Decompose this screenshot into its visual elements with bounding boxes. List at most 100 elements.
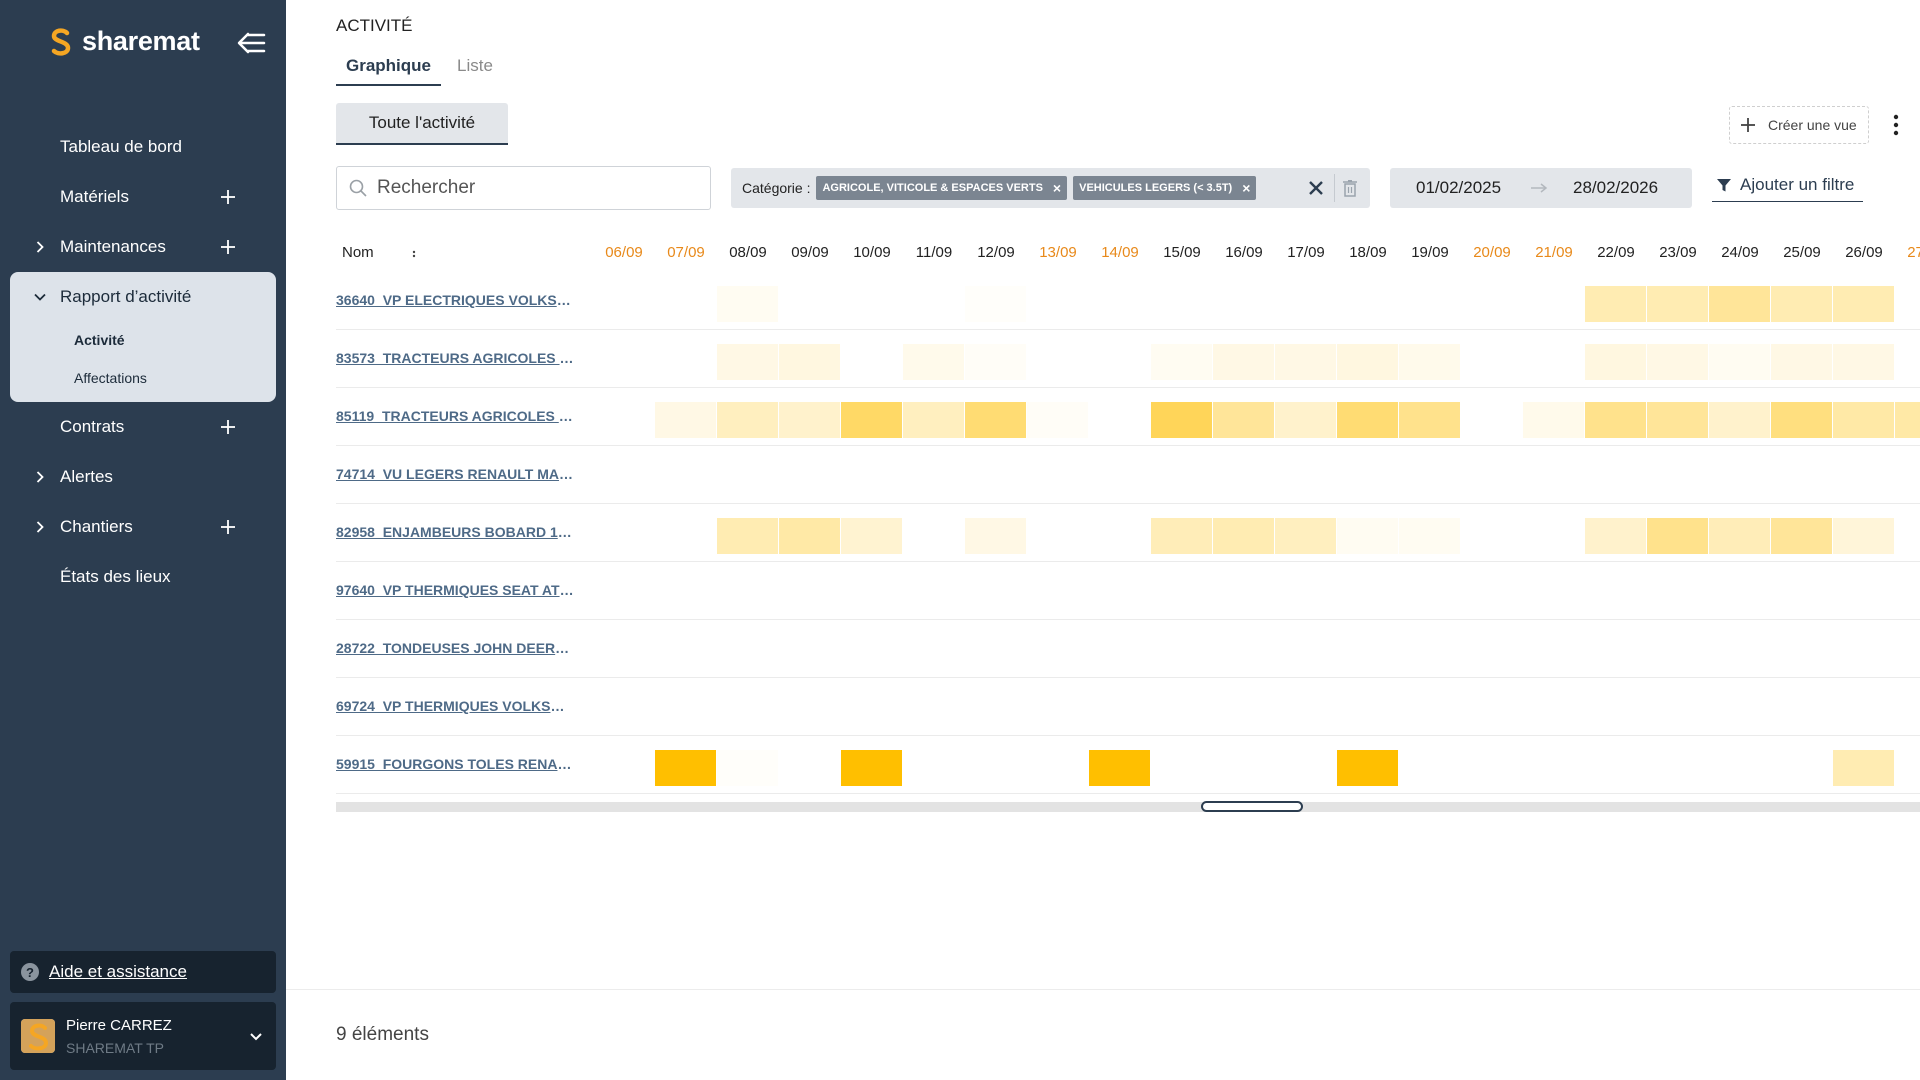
plus-icon[interactable] [219, 418, 237, 436]
sidebar-subitem-activite[interactable]: Activité [10, 322, 276, 358]
equipment-link[interactable]: 74714_VU LEGERS RENAULT MASTER [336, 466, 576, 482]
category-chip[interactable]: VEHICULES LEGERS (< 3.5T) × [1073, 176, 1257, 200]
name-column-header[interactable]: Nom [342, 244, 374, 261]
sidebar-item-tableau-de-bord[interactable]: Tableau de bord [0, 122, 286, 172]
equipment-link[interactable]: 28722_TONDEUSES JOHN DEERE X950R [336, 640, 576, 656]
activity-cell[interactable] [1151, 402, 1212, 438]
activity-cell[interactable] [1213, 402, 1274, 438]
sort-icon[interactable] [410, 248, 418, 260]
equipment-link[interactable]: 82958_ENJAMBEURS BOBARD 1200 [336, 524, 576, 540]
view-all-activity-button[interactable]: Toute l'activité [336, 103, 508, 145]
sidebar-item-chantiers[interactable]: Chantiers [0, 502, 286, 552]
sidebar-item-etats-des-lieux[interactable]: États des lieux [0, 552, 286, 602]
activity-cell[interactable] [1275, 344, 1336, 380]
activity-cell[interactable] [841, 518, 902, 554]
remove-chip-icon[interactable]: × [1242, 180, 1251, 196]
activity-cell[interactable] [965, 344, 1026, 380]
activity-cell[interactable] [1647, 286, 1708, 322]
equipment-link[interactable]: 59915_FOURGONS TOLES RENAULT TRAFIC [336, 756, 576, 772]
activity-cell[interactable] [1151, 344, 1212, 380]
trash-icon[interactable] [1342, 179, 1358, 197]
activity-cell[interactable] [903, 344, 964, 380]
sidebar-item-alertes[interactable]: Alertes [0, 452, 286, 502]
date-to[interactable]: 28/02/2026 [1573, 178, 1659, 197]
activity-cell[interactable] [1399, 518, 1460, 554]
activity-cell[interactable] [717, 344, 778, 380]
collapse-sidebar-icon[interactable] [236, 30, 266, 56]
activity-cell[interactable] [1585, 518, 1646, 554]
activity-cell[interactable] [1895, 402, 1920, 438]
sidebar-item-materiels[interactable]: Matériels [0, 172, 286, 222]
activity-cell[interactable] [655, 402, 716, 438]
activity-cell[interactable] [1337, 402, 1398, 438]
activity-cell[interactable] [1523, 402, 1584, 438]
activity-cell[interactable] [1833, 402, 1894, 438]
activity-cell[interactable] [1399, 402, 1460, 438]
horizontal-scrollbar[interactable] [336, 802, 1920, 812]
activity-cell[interactable] [1647, 518, 1708, 554]
plus-icon[interactable] [219, 238, 237, 256]
help-link[interactable]: ? Aide et assistance [10, 951, 276, 993]
sidebar-item-maintenances[interactable]: Maintenances [0, 222, 286, 272]
activity-cell[interactable] [841, 402, 902, 438]
add-filter-button[interactable]: Ajouter un filtre [1712, 168, 1863, 202]
activity-cell[interactable] [779, 402, 840, 438]
plus-icon[interactable] [219, 188, 237, 206]
sidebar-subitem-affectations[interactable]: Affectations [10, 358, 276, 398]
equipment-link[interactable]: 69724_VP THERMIQUES VOLKSWAGEN GOLF [336, 698, 576, 714]
activity-cell[interactable] [1027, 402, 1088, 438]
equipment-link[interactable]: 85119_TRACTEURS AGRICOLES NEW HOLLAND [336, 408, 576, 424]
activity-cell[interactable] [1709, 518, 1770, 554]
activity-cell[interactable] [1585, 344, 1646, 380]
activity-cell[interactable] [1337, 518, 1398, 554]
activity-cell[interactable] [1771, 286, 1832, 322]
equipment-link[interactable]: 97640_VP THERMIQUES SEAT ATECA [336, 582, 576, 598]
activity-cell[interactable] [1709, 286, 1770, 322]
date-range-picker[interactable]: 01/02/2025 28/02/2026 [1390, 168, 1692, 208]
activity-cell[interactable] [1771, 518, 1832, 554]
activity-cell[interactable] [1585, 402, 1646, 438]
remove-chip-icon[interactable]: × [1052, 180, 1062, 196]
activity-cell[interactable] [655, 750, 716, 786]
activity-cell[interactable] [717, 402, 778, 438]
activity-cell[interactable] [1585, 286, 1646, 322]
sidebar-item-rapport-activite[interactable]: Rapport d’activité [10, 272, 276, 322]
activity-cell[interactable] [1337, 750, 1398, 786]
activity-cell[interactable] [1213, 518, 1274, 554]
activity-cell[interactable] [1647, 402, 1708, 438]
activity-cell[interactable] [779, 344, 840, 380]
sharemat-logo[interactable]: sharemat [48, 26, 200, 57]
activity-cell[interactable] [1771, 344, 1832, 380]
clear-filter-icon[interactable] [1305, 177, 1327, 199]
equipment-link[interactable]: 83573_TRACTEURS AGRICOLES JOHN DEERE [336, 350, 576, 366]
activity-cell[interactable] [1833, 344, 1894, 380]
activity-cell[interactable] [965, 286, 1026, 322]
activity-cell[interactable] [1089, 750, 1150, 786]
tab-liste[interactable]: Liste [457, 56, 493, 75]
activity-cell[interactable] [779, 518, 840, 554]
activity-cell[interactable] [1337, 344, 1398, 380]
user-menu[interactable]: Pierre CARREZ SHAREMAT TP [10, 1002, 276, 1070]
activity-cell[interactable] [1647, 344, 1708, 380]
equipment-link[interactable]: 36640_VP ELECTRIQUES VOLKSWAGEN [336, 292, 576, 308]
activity-cell[interactable] [1833, 750, 1894, 786]
activity-cell[interactable] [717, 286, 778, 322]
sidebar-item-contrats[interactable]: Contrats [0, 402, 286, 452]
date-from[interactable]: 01/02/2025 [1416, 178, 1502, 197]
activity-cell[interactable] [965, 402, 1026, 438]
activity-cell[interactable] [1709, 402, 1770, 438]
activity-cell[interactable] [1833, 518, 1894, 554]
plus-icon[interactable] [219, 518, 237, 536]
tab-graphique[interactable]: Graphique [336, 52, 442, 86]
activity-cell[interactable] [903, 402, 964, 438]
activity-cell[interactable] [1275, 518, 1336, 554]
activity-cell[interactable] [1275, 402, 1336, 438]
activity-cell[interactable] [1709, 344, 1770, 380]
more-options-icon[interactable] [1893, 114, 1899, 136]
create-view-button[interactable]: Créer une vue [1729, 106, 1869, 144]
category-chip[interactable]: AGRICOLE, VITICOLE & ESPACES VERTS × [816, 176, 1068, 200]
activity-cell[interactable] [717, 750, 778, 786]
activity-cell[interactable] [1213, 344, 1274, 380]
activity-cell[interactable] [1771, 402, 1832, 438]
activity-cell[interactable] [1833, 286, 1894, 322]
